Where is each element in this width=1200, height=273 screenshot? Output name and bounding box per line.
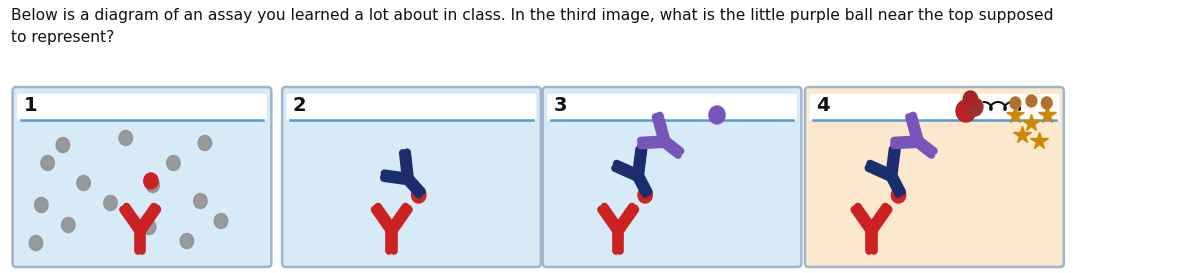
Circle shape — [956, 100, 976, 122]
Circle shape — [967, 98, 983, 116]
FancyBboxPatch shape — [287, 94, 536, 120]
Circle shape — [215, 213, 228, 229]
FancyBboxPatch shape — [17, 94, 266, 120]
Circle shape — [892, 187, 906, 203]
Circle shape — [180, 233, 193, 248]
Circle shape — [638, 187, 653, 203]
Circle shape — [61, 218, 76, 233]
Circle shape — [964, 91, 978, 107]
FancyBboxPatch shape — [547, 94, 797, 120]
FancyBboxPatch shape — [805, 87, 1064, 267]
Circle shape — [1042, 97, 1052, 109]
Circle shape — [103, 195, 118, 210]
FancyBboxPatch shape — [810, 94, 1060, 120]
Circle shape — [709, 106, 725, 124]
Text: 4: 4 — [816, 96, 829, 115]
Circle shape — [1010, 97, 1021, 109]
FancyBboxPatch shape — [282, 87, 541, 267]
Circle shape — [1026, 95, 1037, 107]
Circle shape — [143, 219, 156, 235]
Text: 2: 2 — [293, 96, 306, 115]
Text: 1: 1 — [23, 96, 37, 115]
Circle shape — [119, 130, 132, 146]
Circle shape — [193, 194, 208, 209]
Circle shape — [144, 173, 158, 189]
Circle shape — [412, 187, 426, 203]
Text: Below is a diagram of an assay you learned a lot about in class. In the third im: Below is a diagram of an assay you learn… — [11, 8, 1054, 44]
Circle shape — [146, 177, 160, 192]
Circle shape — [41, 156, 54, 171]
Circle shape — [167, 156, 180, 171]
FancyBboxPatch shape — [12, 87, 271, 267]
Circle shape — [77, 176, 90, 191]
Circle shape — [198, 135, 211, 150]
Text: 3: 3 — [553, 96, 566, 115]
Circle shape — [35, 197, 48, 212]
FancyBboxPatch shape — [542, 87, 802, 267]
Circle shape — [56, 138, 70, 153]
Circle shape — [29, 236, 43, 251]
